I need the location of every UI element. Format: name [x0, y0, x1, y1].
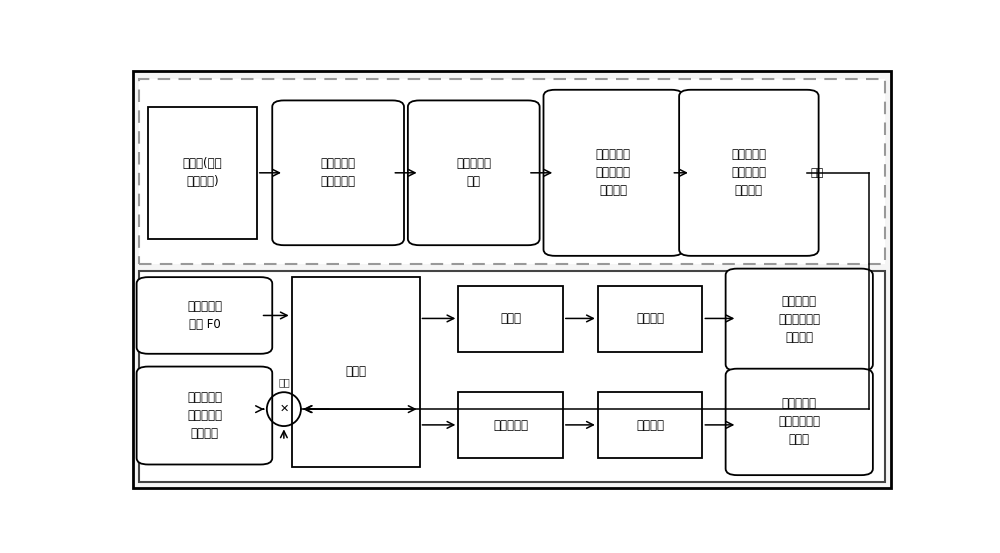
- FancyBboxPatch shape: [408, 101, 540, 245]
- FancyBboxPatch shape: [458, 392, 563, 458]
- Text: 比较: 比较: [279, 377, 291, 387]
- Text: 主液压缸: 主液压缸: [636, 419, 664, 431]
- FancyBboxPatch shape: [139, 79, 885, 264]
- Text: 副液压缸: 副液压缸: [636, 312, 664, 325]
- Text: 压边力的设
定值 F0: 压边力的设 定值 F0: [187, 300, 222, 331]
- FancyBboxPatch shape: [544, 90, 683, 256]
- FancyBboxPatch shape: [137, 367, 272, 465]
- FancyBboxPatch shape: [726, 369, 873, 475]
- FancyBboxPatch shape: [133, 71, 891, 488]
- Text: 控制器: 控制器: [345, 366, 366, 378]
- FancyBboxPatch shape: [598, 286, 702, 352]
- FancyBboxPatch shape: [598, 392, 702, 458]
- FancyBboxPatch shape: [292, 277, 420, 467]
- Text: 试件中心点
处应变速率
的设定值: 试件中心点 处应变速率 的设定值: [187, 391, 222, 440]
- Text: 限压阀: 限压阀: [500, 312, 521, 325]
- Text: 带动凸模向
下运动，使试
样变形: 带动凸模向 下运动，使试 样变形: [778, 398, 820, 446]
- Text: 试样中心点
处图像信息: 试样中心点 处图像信息: [321, 157, 356, 189]
- FancyBboxPatch shape: [137, 277, 272, 354]
- FancyBboxPatch shape: [679, 90, 819, 256]
- Text: 作用于压边
圈，施加恒定
的压边力: 作用于压边 圈，施加恒定 的压边力: [778, 295, 820, 344]
- Text: ✕: ✕: [279, 404, 289, 414]
- Text: 试样中心点
处应变的实
时测量值: 试样中心点 处应变的实 时测量值: [596, 148, 631, 197]
- FancyBboxPatch shape: [148, 107, 257, 239]
- Text: 摄像机(高速
高分辨率): 摄像机(高速 高分辨率): [183, 157, 222, 189]
- FancyBboxPatch shape: [458, 286, 563, 352]
- Text: 反馈: 反馈: [811, 168, 824, 178]
- Text: 试样中心点
处应变速率
的测量值: 试样中心点 处应变速率 的测量值: [731, 148, 766, 197]
- FancyBboxPatch shape: [139, 271, 885, 482]
- FancyBboxPatch shape: [272, 101, 404, 245]
- Text: 数据分析处
理器: 数据分析处 理器: [456, 157, 491, 189]
- Text: 伺服驱动器: 伺服驱动器: [493, 419, 528, 431]
- FancyBboxPatch shape: [726, 269, 873, 371]
